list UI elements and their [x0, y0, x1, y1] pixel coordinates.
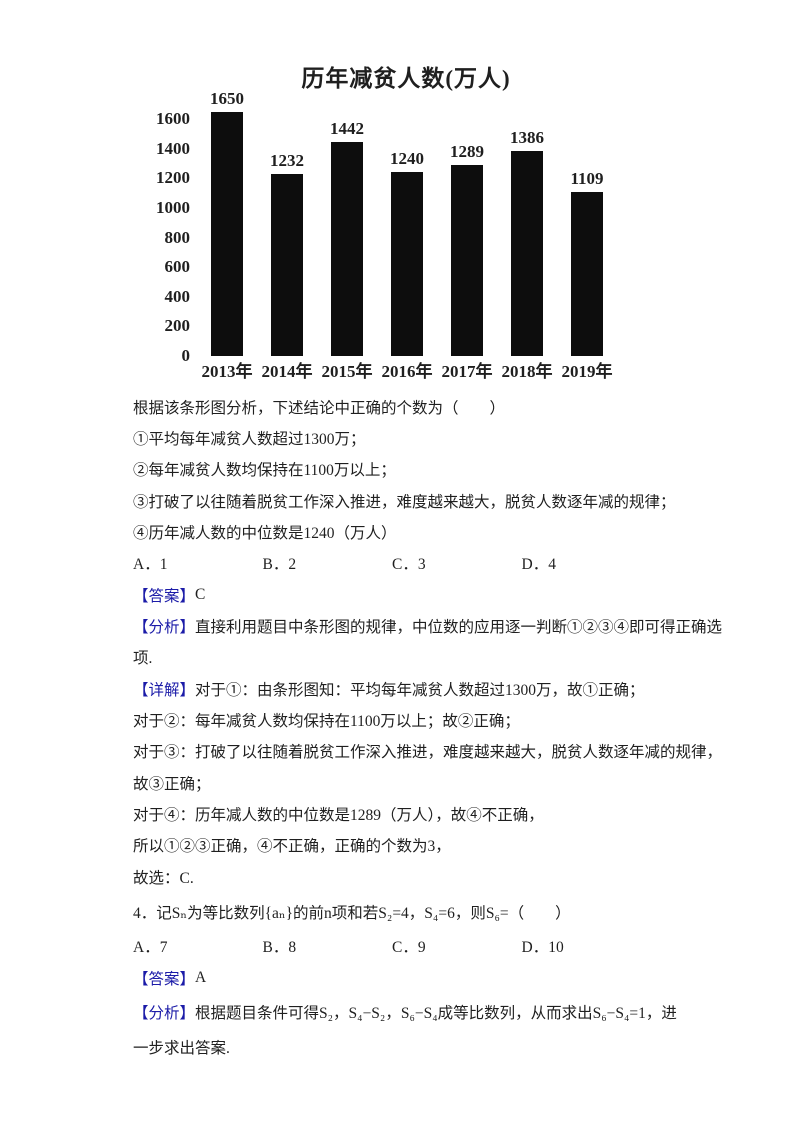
- option-d: D．10: [521, 939, 564, 957]
- bar-value-label: 1232: [270, 150, 304, 170]
- chart-bar: [571, 191, 603, 356]
- option-d: D．4: [521, 556, 556, 574]
- line-text: ②每年减贫人数均保持在1100万以上；: [133, 462, 396, 480]
- chart-bar: [331, 142, 363, 356]
- x-axis-tick-label: 2017年: [441, 362, 493, 381]
- line-text: 直接利用题目中条形图的规律，中位数的应用逐一判断①②③④即可得正确选: [195, 619, 723, 637]
- y-axis-tick-label: 600: [164, 257, 191, 277]
- x-axis-tick-label: 2015年: [321, 362, 373, 381]
- statement-3: ③打破了以往随着脱贫工作深入推进，难度越来越大，脱贫人数逐年减的规律；: [133, 485, 678, 516]
- x-axis-tick-label: 2018年: [501, 362, 553, 381]
- section-label: 【答案】: [133, 970, 196, 988]
- option-c: C．9: [392, 939, 426, 957]
- line-text: 一步求出答案.: [133, 1039, 230, 1057]
- y-axis-tick-label: 200: [164, 316, 191, 336]
- line-text: 对于③：打破了以往随着脱贫工作深入推进，难度越来越大，脱贫人数逐年减的规律，: [133, 744, 723, 762]
- chart-bar: [271, 173, 303, 356]
- option-a: A．7: [133, 939, 168, 957]
- x-axis-tick-label: 2014年: [261, 362, 313, 381]
- question3-stem: 根据该条形图分析，下述结论中正确的个数为（ ）: [133, 391, 678, 422]
- line-text: ③打破了以往随着脱贫工作深入推进，难度越来越大，脱贫人数逐年减的规律；: [133, 493, 676, 511]
- explain-conclusion: 所以①②③正确，④不正确，正确的个数为3，: [133, 830, 678, 861]
- explain-choice: 故选：C.: [133, 861, 678, 892]
- section-label: 【分析】: [133, 619, 196, 637]
- x-axis-tick-label: 2013年: [201, 362, 253, 381]
- question4-stem: 4．记Sₙ为等比数列{aₙ}的前n项和若S₂=4，S₄=6，则S₆=（ ）: [133, 893, 678, 931]
- question3-explain: 【详解】 对于①：由条形图知：平均每年减贫人数超过1300万，故①正确；: [133, 673, 678, 704]
- chart-bar: [451, 165, 483, 356]
- question4-analysis: 【分析】 根据题目条件可得S₂，S₄−S₂，S₆−S₄成等比数列，从而求出S₆−S…: [133, 993, 678, 1031]
- bar-value-label: 1442: [330, 119, 364, 139]
- explain-point-4: 对于④：历年减人数的中位数是1289（万人），故④不正确，: [133, 798, 678, 829]
- line-text: C: [195, 585, 206, 603]
- x-axis-tick-label: 2019年: [561, 362, 613, 381]
- y-axis-tick-label: 1200: [156, 168, 190, 188]
- question4-options: A．7 B．8 C．9 D．10: [133, 931, 678, 962]
- line-text: 根据题目条件可得S₂，S₄−S₂，S₆−S₄成等比数列，从而求出S₆−S₄=1，…: [195, 1005, 677, 1023]
- section-label: 【详解】: [133, 681, 196, 699]
- x-axis-tick-label: 2016年: [381, 362, 433, 381]
- question3-analysis-wrap: 项.: [133, 642, 678, 673]
- chart-title: 历年减贫人数(万人): [301, 66, 511, 91]
- line-text: 根据该条形图分析，下述结论中正确的个数为（ ）: [133, 399, 506, 417]
- line-text: 项.: [133, 650, 153, 668]
- line-text: ①平均每年减贫人数超过1300万；: [133, 431, 366, 449]
- question4-analysis-wrap: 一步求出答案.: [133, 1031, 678, 1062]
- statement-2: ②每年减贫人数均保持在1100万以上；: [133, 454, 678, 485]
- chart-bar: [211, 111, 243, 356]
- line-text: 所以①②③正确，④不正确，正确的个数为3，: [133, 838, 451, 856]
- bar-value-label: 1240: [390, 149, 424, 169]
- question3-answer: 【答案】 C: [133, 579, 678, 610]
- statement-4: ④历年减人数的中位数是1240（万人）: [133, 516, 678, 547]
- option-c: C．3: [392, 556, 426, 574]
- line-text: A: [195, 968, 207, 986]
- explain-point-2: 对于②：每年减贫人数均保持在1100万以上；故②正确；: [133, 704, 678, 735]
- document-lines: 根据该条形图分析，下述结论中正确的个数为（ ） ①平均每年减贫人数超过1300万；…: [133, 391, 722, 1063]
- line-text: 4．记Sₙ为等比数列{aₙ}的前n项和若S₂=4，S₄=6，则S₆=（ ）: [133, 904, 571, 922]
- line-text: 对于④：历年减人数的中位数是1289（万人），故④不正确，: [133, 807, 544, 825]
- section-label: 【分析】: [133, 1005, 196, 1023]
- line-text: ④历年减人数的中位数是1240（万人）: [133, 525, 397, 543]
- section-label: 【答案】: [133, 587, 196, 605]
- y-axis-tick-label: 0: [181, 346, 191, 365]
- y-axis-tick-label: 800: [164, 227, 191, 247]
- question3-options: A．1 B．2 C．3 D．4: [133, 548, 678, 579]
- explain-point-3: 对于③：打破了以往随着脱贫工作深入推进，难度越来越大，脱贫人数逐年减的规律，: [133, 736, 722, 767]
- option-b: B．2: [262, 556, 297, 574]
- line-text: 故③正确；: [133, 775, 211, 793]
- question4-answer: 【答案】 A: [133, 962, 678, 993]
- line-text: 对于②：每年减贫人数均保持在1100万以上；故②正确；: [133, 713, 520, 731]
- y-axis-tick-label: 1400: [156, 138, 190, 158]
- bar-value-label: 1650: [210, 88, 244, 108]
- bar-value-label: 1109: [570, 168, 604, 188]
- y-axis-tick-label: 1600: [156, 109, 190, 128]
- question3-analysis: 【分析】 直接利用题目中条形图的规律，中位数的应用逐一判断①②③④即可得正确选: [133, 610, 722, 641]
- line-text: 故选：C.: [133, 869, 194, 887]
- bar-value-label: 1386: [510, 127, 544, 147]
- option-b: B．8: [262, 939, 297, 957]
- y-axis-tick-label: 400: [164, 286, 191, 306]
- option-a: A．1: [133, 556, 168, 574]
- line-text: 对于①：由条形图知：平均每年减贫人数超过1300万，故①正确；: [195, 681, 645, 699]
- bar-value-label: 1289: [450, 142, 484, 162]
- bar-chart: 历年减贫人数(万人) 0 200 400 600 800 1000 1200 1400 1600…: [150, 55, 662, 395]
- chart-bar: [391, 172, 423, 356]
- y-axis-tick-label: 1000: [156, 197, 190, 217]
- explain-point-3-wrap: 故③正确；: [133, 767, 678, 798]
- statement-1: ①平均每年减贫人数超过1300万；: [133, 422, 678, 453]
- chart-bar: [511, 150, 543, 356]
